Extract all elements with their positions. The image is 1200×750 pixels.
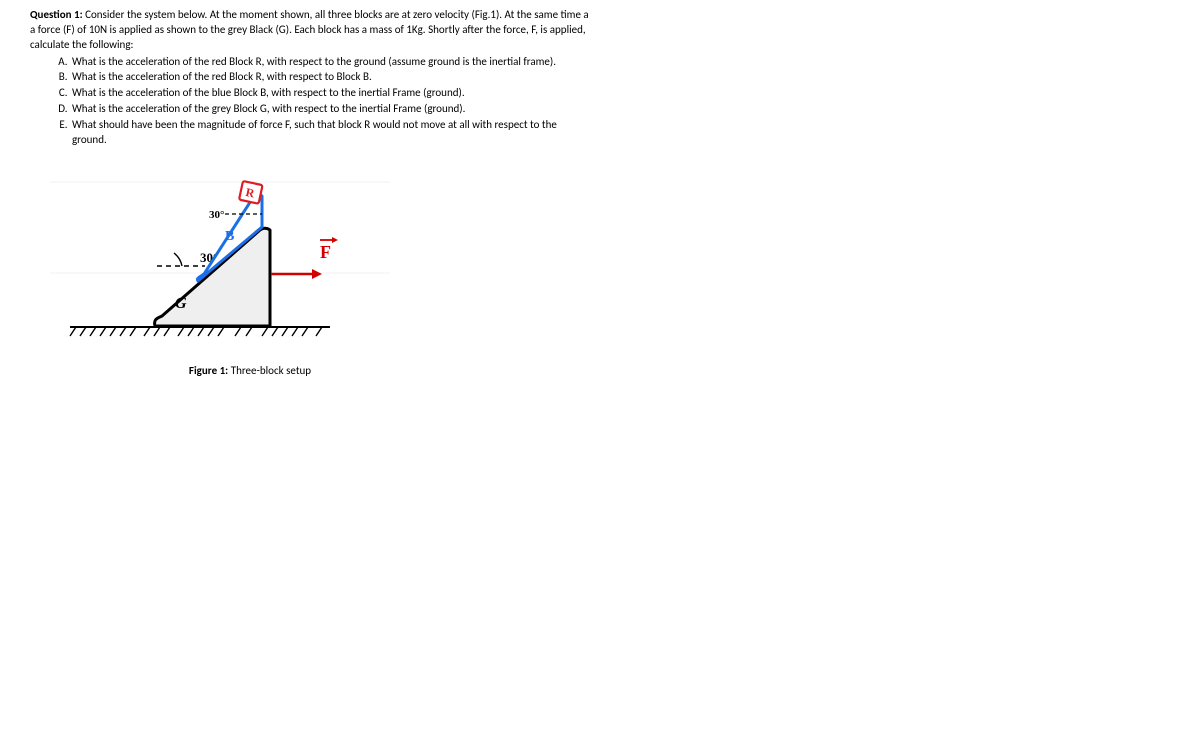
figure-svg: 30° G 30° B R F bbox=[50, 166, 390, 356]
block-r-group: R bbox=[239, 181, 263, 204]
block-g-label: G bbox=[175, 295, 187, 312]
part-e: What should have been the magnitude of f… bbox=[70, 118, 590, 148]
force-label: F bbox=[320, 242, 331, 262]
question-parts-list: What is the acceleration of the red Bloc… bbox=[30, 55, 590, 148]
angle-label-b: 30° bbox=[209, 209, 224, 221]
part-b: What is the acceleration of the red Bloc… bbox=[70, 70, 590, 85]
block-g-shape bbox=[155, 228, 270, 326]
part-c: What is the acceleration of the blue Blo… bbox=[70, 86, 590, 101]
figure-caption: Figure 1: Three-block setup bbox=[110, 364, 390, 377]
figure-caption-label: Figure 1: bbox=[189, 364, 228, 377]
question-label: Question 1: bbox=[30, 8, 83, 21]
figure-caption-text: Three-block setup bbox=[231, 364, 311, 377]
question-intro: Question 1: Consider the system below. A… bbox=[30, 8, 590, 53]
angle-arc-g bbox=[174, 253, 182, 266]
block-b-label: B bbox=[225, 229, 234, 244]
part-d: What is the acceleration of the grey Blo… bbox=[70, 102, 590, 117]
question-intro-text: Consider the system below. At the moment… bbox=[30, 8, 589, 51]
figure-wrapper: 30° G 30° B R F bbox=[50, 166, 590, 377]
ground-hatch bbox=[70, 327, 322, 336]
part-a: What is the acceleration of the red Bloc… bbox=[70, 55, 590, 70]
